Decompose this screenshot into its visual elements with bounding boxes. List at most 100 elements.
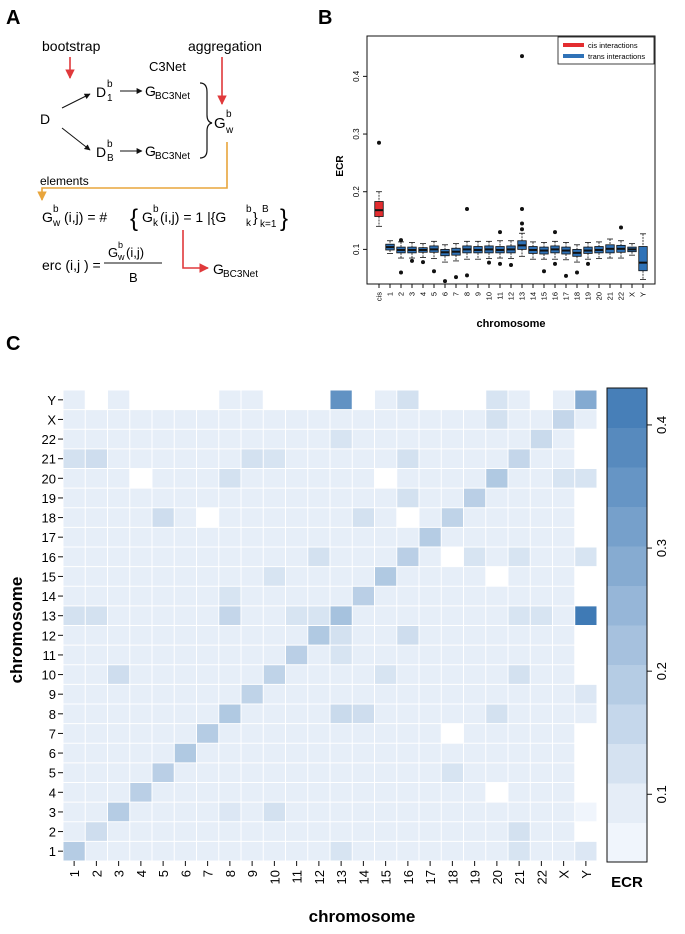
heatmap-cell-21-X xyxy=(553,449,575,468)
heatmap-cell-22-21 xyxy=(508,429,530,449)
heatmap-cell-3-8 xyxy=(219,802,241,822)
heatmap-cell-3-17 xyxy=(419,802,441,822)
colorbar-step xyxy=(607,822,647,863)
heatmap-y-tick-label: 18 xyxy=(42,511,56,526)
eq1-g: G xyxy=(42,209,53,225)
heatmap-x-tick-label: 8 xyxy=(223,870,238,877)
heatmap-cell-2-18 xyxy=(441,822,463,841)
heatmap-cell-18-6 xyxy=(174,508,196,527)
heatmap-cell-20-21 xyxy=(508,469,530,488)
heatmap-cell-10-18 xyxy=(441,665,463,684)
heatmap-cell-12-20 xyxy=(486,626,508,645)
g-bottom-letter: G xyxy=(145,143,156,159)
colorbar-step xyxy=(607,625,647,665)
heatmap-cell-15-7 xyxy=(197,567,219,586)
heatmap-cell-8-20 xyxy=(486,704,508,724)
heatmap-cell-16-X xyxy=(553,547,575,567)
heatmap-cell-21-6 xyxy=(174,449,196,468)
boxplot-y-tick-label: 0.2 xyxy=(352,186,361,198)
heatmap-cell-11-7 xyxy=(197,645,219,665)
heatmap-cell-1-12 xyxy=(308,841,330,861)
colorbar-tick-label: 0.3 xyxy=(654,539,669,557)
heatmap-cell-3-11 xyxy=(286,802,308,822)
heatmap-cell-9-21 xyxy=(508,684,530,704)
box-outlier xyxy=(465,273,469,278)
heatmap-cell-Y-19 xyxy=(464,390,486,410)
heatmap-cell-16-10 xyxy=(263,547,285,567)
heatmap-cell-20-4 xyxy=(130,469,152,488)
heatmap-cell-13-21 xyxy=(508,606,530,625)
heatmap-x-tick-label: 10 xyxy=(267,870,282,884)
heatmap-cell-10-21 xyxy=(508,665,530,684)
heatmap-cell-17-19 xyxy=(464,527,486,547)
heatmap-cell-10-14 xyxy=(352,665,374,684)
colorbar-tick-label: 0.1 xyxy=(654,785,669,803)
boxplot-x-tick-label: 3 xyxy=(408,292,417,296)
heatmap-cell-7-18 xyxy=(441,724,463,743)
heatmap-cell-15-22 xyxy=(530,567,552,586)
heatmap-cell-8-13 xyxy=(330,704,352,724)
heatmap-cell-19-22 xyxy=(530,488,552,508)
colorbar-step xyxy=(607,783,647,823)
heatmap-cell-17-7 xyxy=(197,527,219,547)
heatmap-cell-22-Y xyxy=(575,429,597,449)
heatmap-cell-17-16 xyxy=(397,527,419,547)
heatmap-x-tick-label: 12 xyxy=(312,870,327,884)
boxplot-box-12 xyxy=(506,240,516,267)
heatmap-cell-9-3 xyxy=(108,684,130,704)
heatmap-cell-13-12 xyxy=(308,606,330,625)
heatmap-cell-9-18 xyxy=(441,684,463,704)
heatmap-cell-16-11 xyxy=(286,547,308,567)
heatmap-cell-15-19 xyxy=(464,567,486,586)
heatmap-cell-X-13 xyxy=(330,410,352,429)
boxplot-x-tick-label: 13 xyxy=(518,292,527,300)
heatmap-cell-4-17 xyxy=(419,783,441,802)
box-outlier xyxy=(586,261,590,266)
boxplot-x-tick-label: 6 xyxy=(441,292,450,296)
boxplot-box-6 xyxy=(440,244,450,284)
heatmap-cell-3-12 xyxy=(308,802,330,822)
heatmap-cell-12-6 xyxy=(174,626,196,645)
heatmap-cell-20-11 xyxy=(286,469,308,488)
heatmap-cell-20-9 xyxy=(241,469,263,488)
heatmap-background xyxy=(63,390,597,861)
heatmap-y-tick-label: 22 xyxy=(42,432,56,447)
heatmap-cell-9-19 xyxy=(464,684,486,704)
heatmap-cell-16-5 xyxy=(152,547,174,567)
heatmap-cell-1-Y xyxy=(575,841,597,861)
heatmap-cell-8-22 xyxy=(530,704,552,724)
heatmap-cell-13-2 xyxy=(85,606,107,625)
boxplot-box-17 xyxy=(561,242,571,278)
heatmap-cell-Y-6 xyxy=(174,390,196,410)
heatmap-cell-3-X xyxy=(553,802,575,822)
heatmap-cell-5-5 xyxy=(152,763,174,782)
heatmap-cell-17-10 xyxy=(263,527,285,547)
heatmap-cell-8-9 xyxy=(241,704,263,724)
heatmap-ylabel: chromosome xyxy=(7,577,26,684)
heatmap-cell-9-22 xyxy=(530,684,552,704)
box-outlier xyxy=(520,227,524,232)
elements-label: elements xyxy=(40,174,89,188)
heatmap-cell-15-12 xyxy=(308,567,330,586)
heatmap-cell-19-19 xyxy=(464,488,486,508)
heatmap-cell-4-5 xyxy=(152,783,174,802)
heatmap-y-tick-label: 2 xyxy=(49,825,56,840)
heatmap-cell-Y-7 xyxy=(197,390,219,410)
heatmap-y-tick-label: 4 xyxy=(49,785,56,800)
heatmap-cell-11-6 xyxy=(174,645,196,665)
panel-label-a: A xyxy=(6,7,20,29)
heatmap-cell-22-19 xyxy=(464,429,486,449)
heatmap-cell-15-10 xyxy=(263,567,285,586)
heatmap-cell-1-21 xyxy=(508,841,530,861)
colorbar-step xyxy=(607,743,647,784)
heatmap-cell-18-9 xyxy=(241,508,263,527)
heatmap-cell-22-2 xyxy=(85,429,107,449)
heatmap-cell-1-4 xyxy=(130,841,152,861)
heatmap-cell-17-20 xyxy=(486,527,508,547)
boxplot-x-tick-label: 8 xyxy=(463,292,472,296)
box-outlier xyxy=(575,270,579,275)
heatmap-cell-14-18 xyxy=(441,586,463,606)
boxplot-x-axis: cis 1 2 3 4 5 6 7 8 9 10 11 12 13 14 15 16 17 18 19 20 21 22 X Y xyxy=(375,284,648,301)
heatmap-x-tick-label: 13 xyxy=(334,870,349,884)
heatmap-cell-X-6 xyxy=(174,410,196,429)
